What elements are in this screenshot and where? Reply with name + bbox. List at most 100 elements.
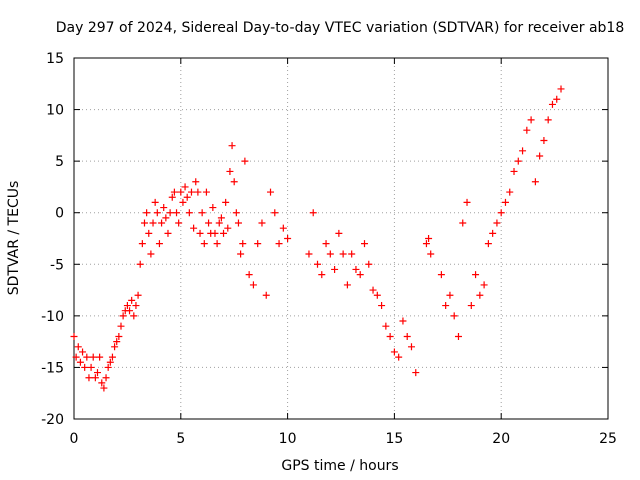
- data-point: [523, 126, 531, 134]
- y-tick-label: -15: [41, 360, 64, 376]
- data-point: [153, 209, 161, 217]
- data-point: [536, 152, 544, 160]
- data-point: [83, 353, 91, 361]
- data-point: [160, 204, 168, 212]
- data-point: [422, 240, 430, 248]
- data-point: [540, 137, 548, 145]
- data-point: [497, 209, 505, 217]
- data-point: [228, 142, 236, 150]
- data-point: [279, 224, 287, 232]
- data-point: [427, 250, 435, 258]
- data-point: [386, 332, 394, 340]
- data-point: [514, 157, 522, 165]
- data-point: [331, 265, 339, 273]
- data-point: [412, 369, 420, 377]
- data-point: [239, 240, 247, 248]
- data-point: [70, 332, 78, 340]
- y-tick-label: 0: [55, 206, 64, 222]
- data-point: [151, 198, 159, 206]
- data-point: [544, 116, 552, 124]
- data-point: [407, 343, 415, 351]
- data-point: [96, 353, 104, 361]
- x-tick-label: 20: [492, 431, 510, 447]
- data-point: [115, 332, 123, 340]
- data-point: [79, 348, 87, 356]
- y-axis-label: SDTVAR / TECUs: [6, 181, 22, 296]
- data-point: [149, 219, 157, 227]
- data-point: [450, 312, 458, 320]
- data-point: [489, 229, 497, 237]
- data-point: [548, 100, 556, 108]
- data-point: [209, 204, 217, 212]
- data-point: [215, 219, 223, 227]
- data-point: [170, 188, 178, 196]
- data-point: [138, 240, 146, 248]
- data-point: [200, 240, 208, 248]
- axis-ticks: [73, 57, 609, 420]
- data-point: [390, 348, 398, 356]
- data-point: [442, 302, 450, 310]
- data-point: [480, 281, 488, 289]
- data-point: [378, 302, 386, 310]
- data-point: [369, 286, 377, 294]
- data-point: [134, 291, 142, 299]
- data-point: [93, 369, 101, 377]
- data-point: [213, 240, 221, 248]
- data-point: [85, 374, 93, 382]
- data-point: [89, 353, 97, 361]
- data-point: [314, 260, 322, 268]
- plot-frame: [73, 57, 609, 420]
- y-tick-label: -20: [41, 412, 64, 428]
- data-point: [128, 296, 136, 304]
- data-point: [527, 116, 535, 124]
- data-point: [168, 193, 176, 201]
- data-point: [123, 302, 131, 310]
- data-point: [230, 178, 238, 186]
- data-point: [258, 219, 266, 227]
- data-point: [519, 147, 527, 155]
- data-point: [275, 240, 283, 248]
- data-point: [343, 281, 351, 289]
- data-point: [382, 322, 390, 330]
- data-point: [467, 302, 475, 310]
- data-point: [348, 250, 356, 258]
- data-point: [220, 229, 228, 237]
- data-point: [395, 353, 403, 361]
- data-point: [179, 198, 187, 206]
- data-point: [166, 209, 174, 217]
- y-tick-label: 5: [55, 154, 64, 170]
- data-point: [309, 209, 317, 217]
- data-point: [81, 363, 89, 371]
- data-point: [484, 240, 492, 248]
- data-point: [132, 302, 140, 310]
- data-point: [326, 250, 334, 258]
- x-tick-label: 10: [279, 431, 297, 447]
- data-point: [102, 374, 110, 382]
- data-point: [459, 219, 467, 227]
- data-point: [205, 219, 213, 227]
- data-point: [196, 229, 204, 237]
- data-point: [360, 240, 368, 248]
- data-point: [454, 332, 462, 340]
- data-point: [472, 271, 480, 279]
- data-point: [425, 235, 433, 242]
- data-point: [373, 291, 381, 299]
- data-point: [192, 178, 200, 186]
- y-tick-label: 10: [46, 103, 64, 119]
- data-point: [553, 95, 561, 103]
- data-point: [222, 198, 230, 206]
- x-tick-labels: 0 5 10 15 20 25: [70, 431, 617, 447]
- data-point: [164, 229, 172, 237]
- data-points: [70, 85, 565, 392]
- data-point: [143, 209, 151, 217]
- data-point: [155, 240, 163, 248]
- data-point: [74, 343, 82, 351]
- data-point: [162, 214, 170, 222]
- data-point: [190, 224, 198, 232]
- data-point: [506, 188, 514, 196]
- data-point: [117, 322, 125, 330]
- data-point: [232, 209, 240, 217]
- data-point: [181, 183, 189, 191]
- data-point: [237, 250, 245, 258]
- data-point: [119, 312, 127, 320]
